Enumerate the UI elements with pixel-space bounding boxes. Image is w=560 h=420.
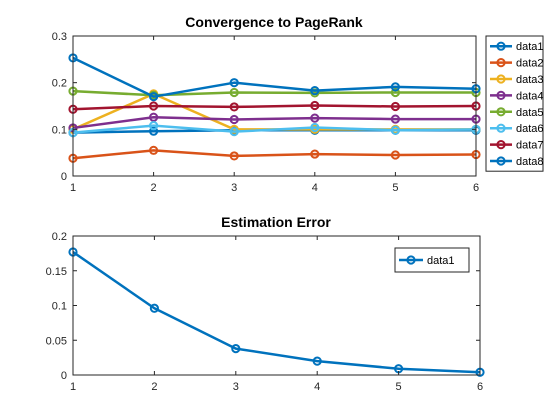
legend-label: data7	[516, 140, 544, 152]
data-point	[312, 356, 322, 366]
data-point	[310, 149, 320, 159]
series-line	[72, 250, 481, 374]
error-subplot: Estimation Error 1 2 3 4 5 6 0 0.05 0.1 0.15 0.2 d…	[46, 214, 485, 393]
legend-item: data4	[490, 90, 544, 102]
data-point	[149, 303, 159, 313]
series-line	[72, 89, 476, 97]
series-line	[72, 115, 476, 130]
data-point	[229, 87, 239, 98]
data-point	[149, 121, 159, 131]
legend-item: data7	[490, 140, 544, 152]
y-tick-label: 0.1	[52, 301, 67, 313]
x-tick-label: 3	[233, 381, 239, 393]
legend-item: data2	[490, 58, 544, 70]
y-tick-label: 0.15	[46, 266, 67, 278]
legend-marker	[496, 156, 506, 166]
x-tick-label: 2	[151, 182, 157, 194]
y-tick-label: 0	[61, 370, 67, 382]
legend-label: data6	[516, 123, 544, 135]
legend-label: data1	[516, 41, 544, 53]
data-point	[149, 112, 159, 122]
data-point	[310, 100, 320, 111]
data-point	[229, 151, 239, 161]
axes-box	[72, 35, 477, 177]
legend-marker	[496, 123, 506, 133]
legend-marker	[406, 255, 416, 265]
legend-box	[485, 35, 544, 172]
y-tick-label: 0	[61, 171, 67, 183]
data-point	[229, 127, 239, 137]
legend-item: data5	[490, 107, 544, 119]
data-point	[149, 92, 159, 102]
legend-label: data8	[516, 156, 544, 168]
legend-item: data6	[490, 123, 544, 135]
x-tick-label: 6	[473, 182, 479, 194]
data-point	[390, 87, 400, 98]
y-tick-label: 0.05	[46, 335, 67, 347]
chart-title: Estimation Error	[221, 214, 331, 230]
x-tick-label: 3	[231, 182, 237, 194]
x-tick-label: 5	[392, 182, 398, 194]
y-tick-label: 0.1	[52, 124, 67, 136]
legend-label: data2	[516, 58, 544, 70]
data-point	[390, 101, 400, 112]
convergence-subplot: Convergence to PageRank 1 2 3 4 5 6 0 0.1 0.2 0.3…	[52, 14, 544, 194]
data-point	[231, 343, 241, 354]
legend-label: data1	[427, 255, 455, 267]
legend-label: data4	[516, 90, 544, 102]
legend-item: data8	[490, 156, 544, 168]
data-point	[149, 145, 159, 155]
series-data6	[68, 121, 481, 138]
legend-marker	[496, 90, 506, 101]
series-data7	[68, 100, 481, 114]
chart-title: Convergence to PageRank	[185, 14, 363, 30]
data-point	[149, 126, 159, 136]
legend-marker	[496, 58, 506, 68]
plot-area: 1 2 3 4 5 6 0 0.1 0.2 0.3	[52, 31, 481, 194]
series-line	[72, 149, 477, 160]
data-point	[390, 150, 400, 160]
series-line	[72, 124, 477, 134]
legend-marker	[496, 74, 506, 84]
x-tick-label: 5	[396, 381, 402, 393]
legend-marker	[496, 140, 506, 150]
legend-label: data3	[516, 74, 544, 86]
data-point	[390, 114, 400, 124]
legend-label: data5	[516, 107, 544, 119]
data-point	[390, 82, 400, 92]
data-point	[390, 125, 400, 135]
data-point	[310, 86, 320, 96]
x-tick-label: 4	[314, 381, 320, 393]
x-tick-label: 1	[70, 182, 76, 194]
legend-item: data1	[399, 255, 455, 267]
data-point	[229, 102, 239, 112]
x-tick-label: 6	[477, 381, 483, 393]
data-point	[229, 114, 239, 125]
x-tick-label: 1	[70, 381, 76, 393]
legend-marker	[496, 41, 506, 51]
x-tick-label: 2	[151, 381, 157, 393]
data-point	[229, 78, 239, 88]
y-tick-label: 0.3	[52, 31, 67, 43]
legend-item: data3	[490, 74, 544, 86]
y-tick-label: 0.2	[52, 78, 67, 90]
y-tick-label: 0.2	[52, 231, 67, 243]
legend-item: data1	[490, 41, 544, 53]
legend: data1 data2 data3 data4 data5 data6 data7 data8	[485, 35, 544, 172]
series-line	[72, 56, 477, 98]
x-tick-label: 4	[312, 182, 318, 194]
series-line	[72, 104, 477, 111]
data-point	[310, 122, 320, 133]
legend: data1	[394, 247, 470, 273]
data-point	[310, 113, 320, 123]
legend-marker	[496, 107, 506, 117]
data-point	[149, 101, 159, 111]
